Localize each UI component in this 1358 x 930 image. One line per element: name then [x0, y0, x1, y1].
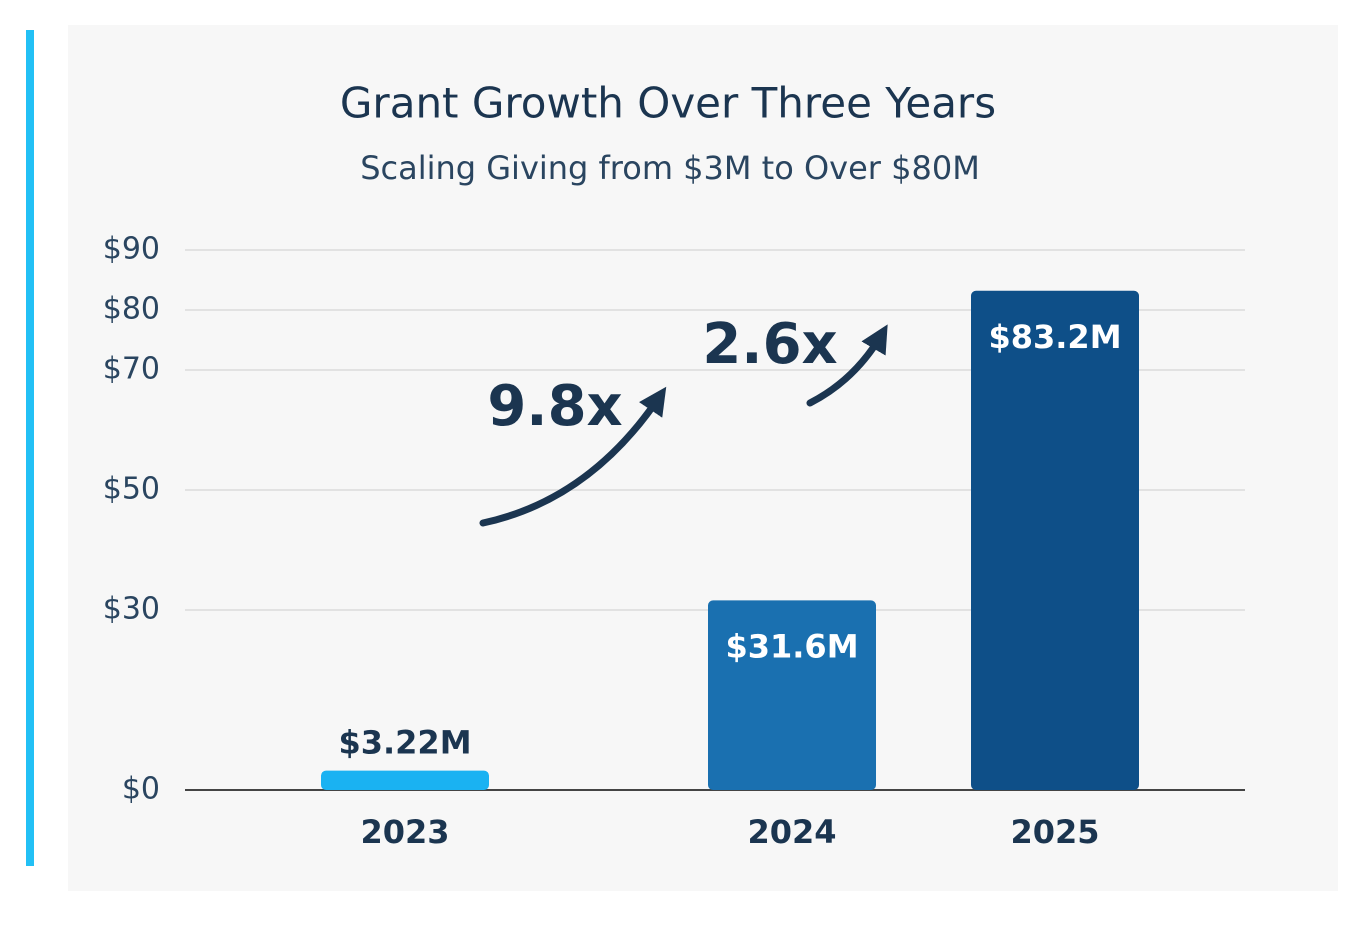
data-label: $3.22M	[338, 724, 471, 762]
annotation: 9.8x	[487, 374, 622, 439]
y-tick-label: $50	[103, 472, 160, 507]
chart-subtitle: Scaling Giving from $3M to Over $80M	[360, 149, 980, 187]
data-label: $83.2M	[988, 318, 1121, 356]
annotation: 2.6x	[702, 312, 837, 377]
bar	[708, 600, 876, 790]
chart-title: Grant Growth Over Three Years	[340, 79, 996, 128]
x-tick-label: 2025	[1010, 813, 1099, 851]
x-tick-label: 2024	[747, 813, 836, 851]
y-tick-label: $90	[103, 232, 160, 267]
y-tick-label: $80	[103, 292, 160, 327]
growth-arrow	[479, 386, 667, 527]
growth-arrow	[806, 324, 888, 407]
x-tick-label: 2023	[360, 813, 449, 851]
plot-area: $0 $30 $50 $70 $80 $90 2023 $3.22M 2024 $31.6M 202…	[103, 232, 1245, 851]
y-tick-label: $30	[103, 592, 160, 627]
y-tick-label: $70	[103, 352, 160, 387]
bar	[321, 770, 489, 790]
data-label: $31.6M	[725, 627, 858, 665]
accent-bar	[26, 30, 34, 866]
bar	[971, 290, 1139, 790]
y-tick-label: $0	[122, 772, 160, 807]
